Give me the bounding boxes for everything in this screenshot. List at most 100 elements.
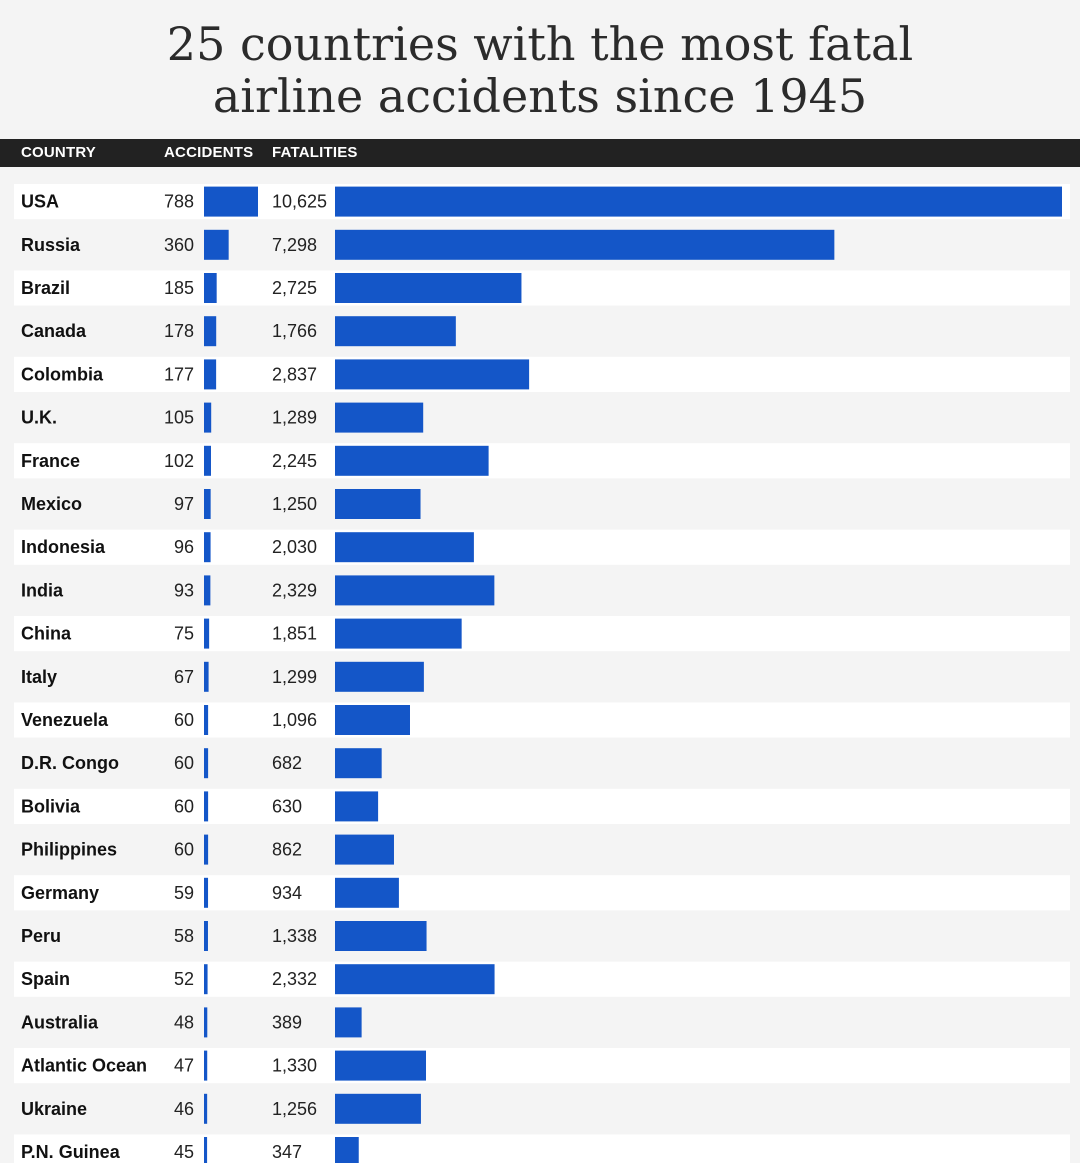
table-row: France 102 2,245 xyxy=(14,443,1070,479)
accidents-value: 46 xyxy=(174,1099,194,1119)
country-label: P.N. Guinea xyxy=(21,1142,121,1162)
table-row: USA 788 10,625 xyxy=(14,184,1070,220)
accidents-value: 48 xyxy=(174,1012,194,1032)
row-background xyxy=(14,1134,1070,1163)
country-label: Venezuela xyxy=(21,710,109,730)
table-row: Brazil 185 2,725 xyxy=(14,270,1070,306)
fatalities-bar xyxy=(335,402,424,433)
country-label: Brazil xyxy=(21,278,70,298)
chart-title-line-1: 25 countries with the most fatal xyxy=(166,17,914,71)
fatalities-bar xyxy=(335,575,495,606)
accidents-bar xyxy=(204,186,258,217)
fatalities-value: 862 xyxy=(272,840,302,860)
table-row: Mexico 97 1,250 xyxy=(21,489,421,519)
country-label: Ukraine xyxy=(21,1099,87,1119)
row-background xyxy=(14,356,1070,392)
fatalities-value: 2,030 xyxy=(272,537,317,557)
fatalities-value: 7,298 xyxy=(272,235,317,255)
fatalities-bar xyxy=(335,791,379,822)
fatalities-bar xyxy=(335,316,456,347)
table-row: Australia 48 389 xyxy=(21,1007,362,1038)
fatalities-bar xyxy=(335,877,399,908)
fatalities-bar xyxy=(335,1137,359,1163)
accidents-bar xyxy=(204,834,209,865)
country-label: Atlantic Ocean xyxy=(21,1056,147,1076)
table-row: U.K. 105 1,289 xyxy=(21,402,424,433)
country-label: U.K. xyxy=(21,408,57,428)
table-row: Ukraine 46 1,256 xyxy=(21,1093,421,1124)
accidents-bar xyxy=(204,1007,208,1038)
accidents-bar xyxy=(204,1093,208,1124)
header-fatalities: FATALITIES xyxy=(272,144,358,161)
fatalities-value: 1,289 xyxy=(272,408,317,428)
accidents-value: 58 xyxy=(174,926,194,946)
fatalities-bar xyxy=(335,273,522,303)
accidents-bar xyxy=(204,445,211,476)
table-row: China 75 1,851 xyxy=(14,616,1070,652)
accidents-bar xyxy=(204,705,209,735)
accidents-value: 60 xyxy=(174,710,194,730)
accidents-bar xyxy=(204,229,229,260)
table-row: Indonesia 96 2,030 xyxy=(14,529,1070,565)
accidents-bar xyxy=(204,359,217,390)
fatalities-value: 934 xyxy=(272,883,302,903)
accidents-value: 788 xyxy=(164,192,194,212)
accidents-bar xyxy=(204,877,209,908)
accidents-bar xyxy=(204,316,217,347)
country-label: D.R. Congo xyxy=(21,753,119,773)
table-row: Germany 59 934 xyxy=(14,875,1070,911)
table-row: Colombia 177 2,837 xyxy=(14,356,1070,392)
accidents-value: 60 xyxy=(174,840,194,860)
fatalities-bar xyxy=(335,1050,427,1081)
fatalities-bar xyxy=(335,445,489,476)
fatalities-value: 347 xyxy=(272,1142,302,1162)
fatalities-value: 1,766 xyxy=(272,321,317,341)
row-background xyxy=(14,270,1070,306)
accidents-bar xyxy=(204,575,211,606)
fatalities-bar xyxy=(335,1007,362,1038)
country-label: Indonesia xyxy=(21,537,106,557)
row-background xyxy=(14,788,1070,824)
accidents-value: 93 xyxy=(174,580,194,600)
country-label: Australia xyxy=(21,1012,99,1032)
fatalities-value: 2,245 xyxy=(272,451,317,471)
fatalities-value: 2,837 xyxy=(272,364,317,384)
fatalities-bar xyxy=(335,834,394,865)
country-label: Colombia xyxy=(21,364,104,384)
accidents-bar xyxy=(204,532,211,563)
accidents-bar xyxy=(204,748,209,779)
accidents-bar xyxy=(204,921,208,951)
row-background xyxy=(14,1048,1070,1084)
country-label: Canada xyxy=(21,321,87,341)
table-row: Spain 52 2,332 xyxy=(14,961,1070,997)
table-row: Russia 360 7,298 xyxy=(21,229,835,260)
country-label: France xyxy=(21,451,80,471)
row-background xyxy=(14,875,1070,911)
accidents-bar xyxy=(204,791,209,822)
accidents-value: 105 xyxy=(164,408,194,428)
country-label: Bolivia xyxy=(21,796,81,816)
row-background xyxy=(14,529,1070,565)
country-label: Italy xyxy=(21,667,57,687)
accidents-value: 178 xyxy=(164,321,194,341)
table-row: Bolivia 60 630 xyxy=(14,788,1070,824)
fatalities-value: 10,625 xyxy=(272,192,327,212)
row-background xyxy=(14,961,1070,997)
accidents-value: 102 xyxy=(164,451,194,471)
accidents-value: 360 xyxy=(164,235,194,255)
table-row: D.R. Congo 60 682 xyxy=(21,748,382,779)
accidents-bar xyxy=(204,489,211,519)
accidents-value: 59 xyxy=(174,883,194,903)
fatalities-value: 682 xyxy=(272,753,302,773)
country-label: Philippines xyxy=(21,840,117,860)
accidents-bar xyxy=(204,661,209,692)
country-label: India xyxy=(21,580,64,600)
fatalities-value: 1,096 xyxy=(272,710,317,730)
fatalities-value: 630 xyxy=(272,796,302,816)
row-background xyxy=(14,443,1070,479)
country-label: Peru xyxy=(21,926,61,946)
row-background xyxy=(14,702,1070,738)
country-label: Mexico xyxy=(21,494,82,514)
fatalities-bar xyxy=(335,186,1062,217)
fatalities-value: 1,338 xyxy=(272,926,317,946)
